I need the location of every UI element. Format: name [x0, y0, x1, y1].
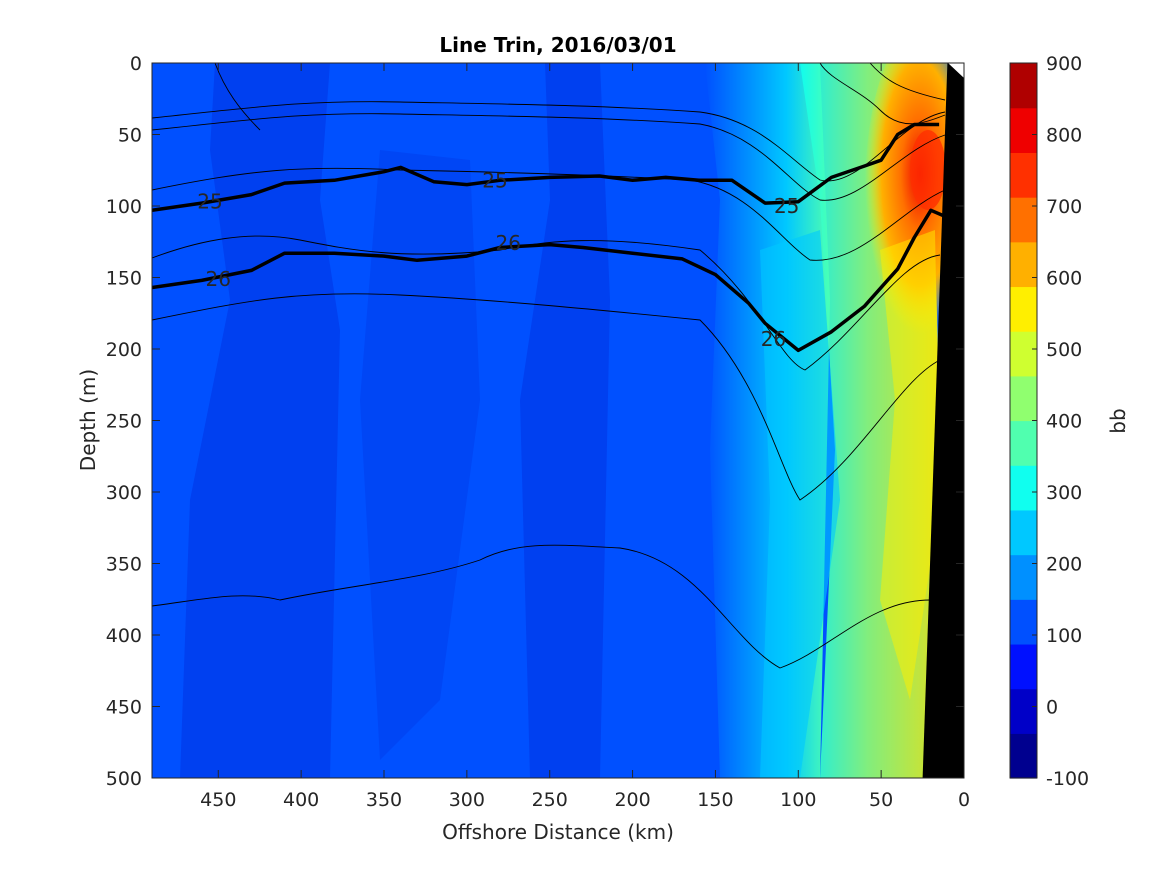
- contour-label-4: 26: [496, 231, 521, 255]
- thin-contour-6: [152, 544, 931, 669]
- colorbar-swatch: [1010, 509, 1037, 556]
- colorbar-tick-label: 500: [1046, 339, 1082, 361]
- y-tick-label: 500: [106, 768, 142, 790]
- x-tick-label: 150: [697, 789, 733, 811]
- contour-label-0: 25: [197, 190, 222, 214]
- y-tick-label: 250: [106, 411, 142, 433]
- colorbar-tick-label: 100: [1046, 625, 1082, 647]
- field-coast-bloom-core: [910, 130, 946, 210]
- y-axis-label: Depth (m): [76, 369, 100, 471]
- colorbar-ticks: 900 800 700 600 500 400 300 200 100 0 -100: [1032, 53, 1089, 790]
- density-contour-26: [152, 208, 949, 353]
- colorbar-swatch: [1010, 554, 1037, 600]
- colorbar-swatch: [1010, 331, 1037, 377]
- thin-contour-5: [152, 293, 941, 501]
- colorbar-swatch: [1010, 63, 1037, 109]
- x-tick-label: 350: [366, 789, 402, 811]
- colorbar-tick-label: 700: [1046, 196, 1082, 218]
- colorbar-swatch: [1010, 107, 1037, 153]
- thin-contour-9: [869, 63, 946, 101]
- colorbar-tick-label: 800: [1046, 125, 1082, 147]
- contour-label-text: 26: [206, 267, 231, 291]
- x-tick-label: 300: [449, 789, 485, 811]
- field-patch-dark-2: [520, 63, 610, 778]
- colorbar-swatch: [1010, 286, 1037, 332]
- colorbar-swatch: [1010, 643, 1037, 690]
- y-tick-label: 300: [106, 482, 142, 504]
- colorbar-tick-label: 200: [1046, 554, 1082, 576]
- thin-contour-2: [152, 113, 946, 201]
- colorbar-label: bb: [1106, 408, 1130, 433]
- colorbar-swatch: [1010, 152, 1037, 198]
- seafloor-mask: [922, 63, 964, 778]
- field-patch-dark-1: [180, 63, 340, 778]
- thin-contour-8: [819, 63, 946, 125]
- x-axis-label: Offshore Distance (km): [442, 820, 674, 844]
- y-tick-label: 100: [106, 196, 142, 218]
- x-tick-label: 50: [869, 789, 893, 811]
- y-axis-ticks: 0 50 100 150 200 250 300 350 400 450 500: [106, 53, 964, 790]
- contour-label-2: 25: [774, 194, 799, 218]
- colorbar: [1010, 63, 1037, 779]
- contour-label-text: 26: [761, 327, 786, 351]
- colorbar-swatch: [1010, 733, 1037, 779]
- contour-label-text: 25: [482, 168, 507, 192]
- contour-label-5: 26: [761, 327, 786, 351]
- y-tick-label: 200: [106, 339, 142, 361]
- colorbar-tick-label: -100: [1046, 768, 1089, 790]
- y-tick-label: 450: [106, 697, 142, 719]
- field-patch-dark-3: [360, 150, 480, 760]
- x-tick-label: 450: [200, 789, 236, 811]
- contour-label-3: 26: [206, 267, 231, 291]
- colorbar-tick-label: 0: [1046, 697, 1058, 719]
- y-tick-label: 400: [106, 625, 142, 647]
- density-contour-25: [152, 122, 940, 213]
- contour-label-text: 25: [774, 194, 799, 218]
- contour-label-1: 25: [482, 168, 507, 192]
- colorbar-tick-label: 400: [1046, 411, 1082, 433]
- thin-contour-1: [152, 101, 946, 182]
- colorbar-frame: [1009, 62, 1038, 779]
- field-darker-patches: [180, 63, 610, 778]
- x-tick-label: 100: [780, 789, 816, 811]
- density-contours: [152, 122, 949, 353]
- y-tick-label: 0: [130, 53, 142, 75]
- x-tick-label: 0: [958, 789, 970, 811]
- x-tick-label: 400: [283, 789, 319, 811]
- colorbar-swatch: [1010, 599, 1037, 645]
- plot-area: [152, 63, 964, 778]
- y-tick-label: 350: [106, 554, 142, 576]
- colorbar-swatch: [1010, 375, 1037, 422]
- field-coast-yellow: [880, 230, 940, 700]
- x-tick-label: 250: [532, 789, 568, 811]
- seafloor-top-white: [948, 63, 964, 78]
- y-tick-label: 50: [118, 125, 142, 147]
- thin-contours: [152, 63, 946, 669]
- chart-title: Line Trin, 2016/03/01: [439, 33, 676, 57]
- y-tick-label: 150: [106, 268, 142, 290]
- colorbar-swatch: [1010, 241, 1037, 288]
- contour-label-text: 26: [496, 231, 521, 255]
- field-nearshore-blue-band: [760, 230, 840, 778]
- colorbar-tick-label: 300: [1046, 482, 1082, 504]
- colorbar-tick-label: 900: [1046, 53, 1082, 75]
- x-axis-ticks: 450 400 350 300 250 200 150 100 50 0: [200, 63, 970, 811]
- colorbar-swatch: [1010, 465, 1037, 511]
- contour-label-text: 25: [197, 190, 222, 214]
- colorbar-swatch: [1010, 420, 1037, 466]
- contour-labels: 25 25 25 26 26 26: [197, 168, 799, 351]
- colorbar-swatch: [1010, 688, 1037, 734]
- colorbar-swatch: [1010, 197, 1037, 243]
- x-tick-label: 200: [614, 789, 650, 811]
- thin-contour-4: [152, 235, 941, 371]
- colorbar-tick-label: 600: [1046, 268, 1082, 290]
